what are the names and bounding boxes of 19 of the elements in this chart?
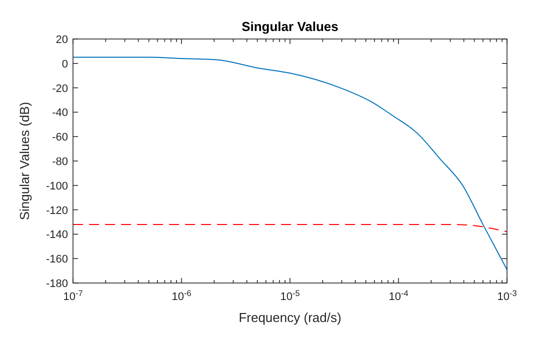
y-tick-label: -20 bbox=[52, 82, 68, 95]
y-tick-label: -180 bbox=[46, 278, 68, 290]
y-tick-label: -40 bbox=[52, 107, 68, 120]
y-tick-label: -100 bbox=[46, 180, 68, 192]
y-tick-label: 0 bbox=[62, 58, 68, 70]
y-tick-label: -60 bbox=[52, 132, 68, 144]
y-tick-label: -140 bbox=[46, 229, 68, 242]
chart-title: Singular Values bbox=[242, 19, 338, 34]
x-axis-title: Frequency (rad/s) bbox=[238, 310, 342, 325]
x-tick-label: 10$^{-6}$ bbox=[172, 288, 192, 303]
x-tick-label: 10$^{-5}$ bbox=[280, 288, 300, 303]
x-tick-label: 10$^{-7}$ bbox=[63, 288, 84, 303]
x-tick-label: 10$^{-3}$ bbox=[497, 288, 518, 303]
y-tick-label: -120 bbox=[46, 204, 68, 217]
y-tick-label: 20 bbox=[56, 34, 68, 46]
x-tick-label: 10$^{-4}$ bbox=[388, 288, 409, 303]
y-axis-title: Singular Values (dB) bbox=[17, 102, 32, 220]
y-tick-label: -160 bbox=[46, 254, 68, 266]
y-tick-label: -80 bbox=[52, 156, 68, 168]
